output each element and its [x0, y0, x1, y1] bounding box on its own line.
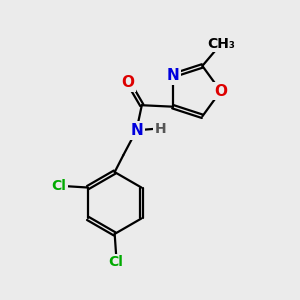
- Text: O: O: [122, 75, 134, 90]
- Text: Cl: Cl: [51, 179, 66, 193]
- Text: N: N: [130, 123, 143, 138]
- Text: N: N: [167, 68, 179, 83]
- Text: H: H: [154, 122, 166, 136]
- Text: O: O: [214, 84, 227, 99]
- Text: Cl: Cl: [109, 256, 124, 269]
- Text: CH₃: CH₃: [208, 37, 236, 51]
